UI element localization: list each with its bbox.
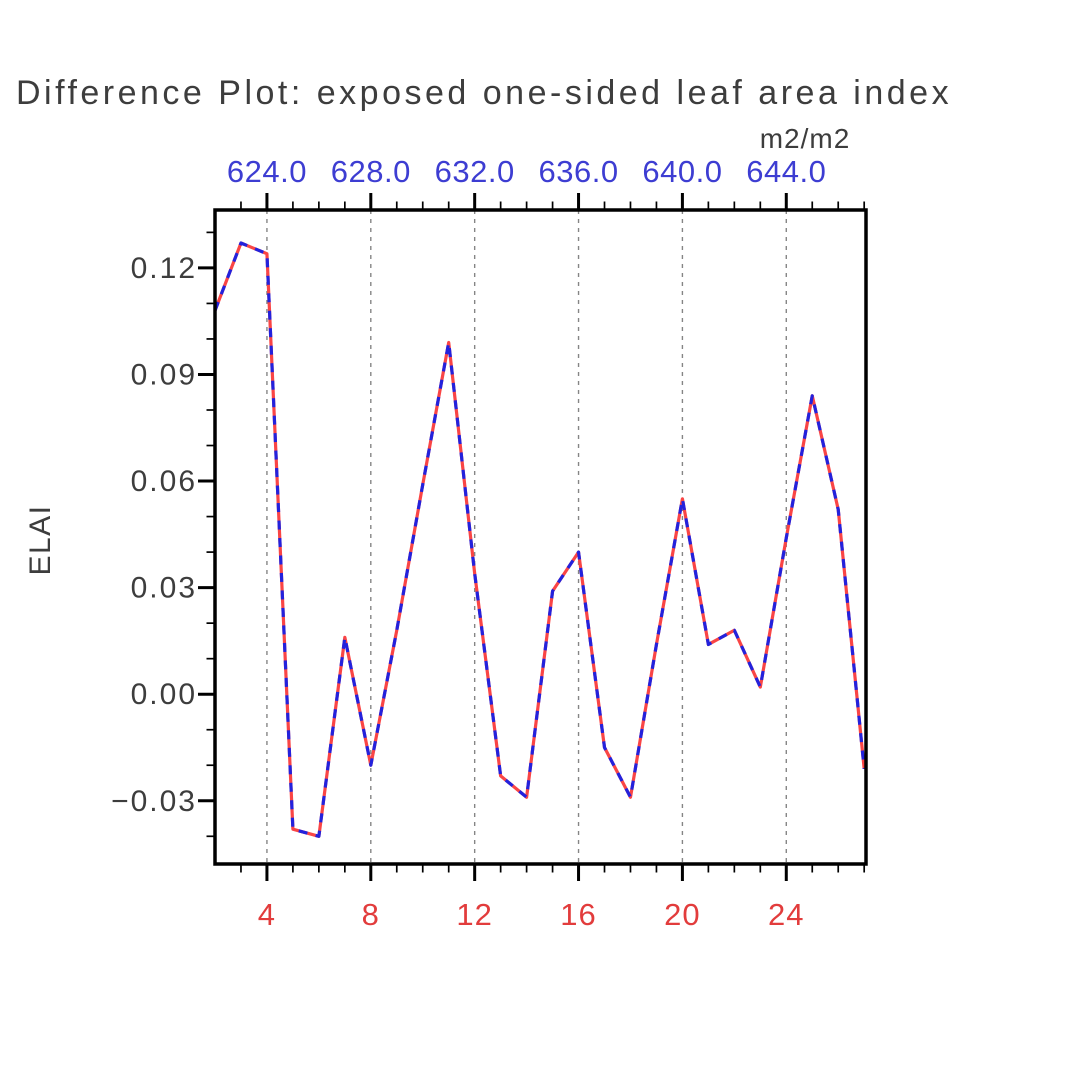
series-line-case-2-blue-dashed (213, 241, 866, 838)
x-tick-label-top: 632.0 (435, 154, 515, 189)
plot-title: Difference Plot: exposed one-sided leaf … (16, 74, 953, 112)
x-tick-label-bottom: 8 (362, 897, 380, 932)
axes-group (198, 193, 868, 881)
y-tick-label: 0.00 (131, 678, 197, 711)
plot-frame (213, 208, 868, 866)
top-axis-units-label: m2/m2 (760, 123, 851, 154)
y-axis-title: ELAI (24, 504, 57, 575)
x-tick-label-top: 640.0 (642, 154, 722, 189)
series-line-case-1-red-solid (213, 241, 866, 838)
y-tick-label: 0.12 (131, 252, 197, 285)
y-tick-label: 0.03 (131, 572, 197, 605)
x-tick-label-bottom: 16 (560, 897, 596, 932)
x-tick-label-top: 644.0 (746, 154, 826, 189)
axis-labels-group: 4 8 12 16 20 24 624.0 628.0 632.0 636.0 640.0 644.0… (24, 123, 851, 932)
x-tick-label-bottom: 24 (768, 897, 804, 932)
x-tick-label-top: 636.0 (539, 154, 619, 189)
x-tick-label-bottom: 12 (456, 897, 492, 932)
data-series-group (213, 241, 866, 838)
y-tick-label: −0.03 (111, 785, 197, 818)
x-tick-label-bottom: 4 (258, 897, 276, 932)
x-tick-label-top: 624.0 (227, 154, 307, 189)
gridlines-group (266, 210, 787, 864)
x-tick-label-bottom: 20 (664, 897, 700, 932)
x-tick-label-top: 628.0 (331, 154, 411, 189)
y-tick-label: 0.06 (131, 465, 197, 498)
y-tick-label: 0.09 (131, 358, 197, 391)
